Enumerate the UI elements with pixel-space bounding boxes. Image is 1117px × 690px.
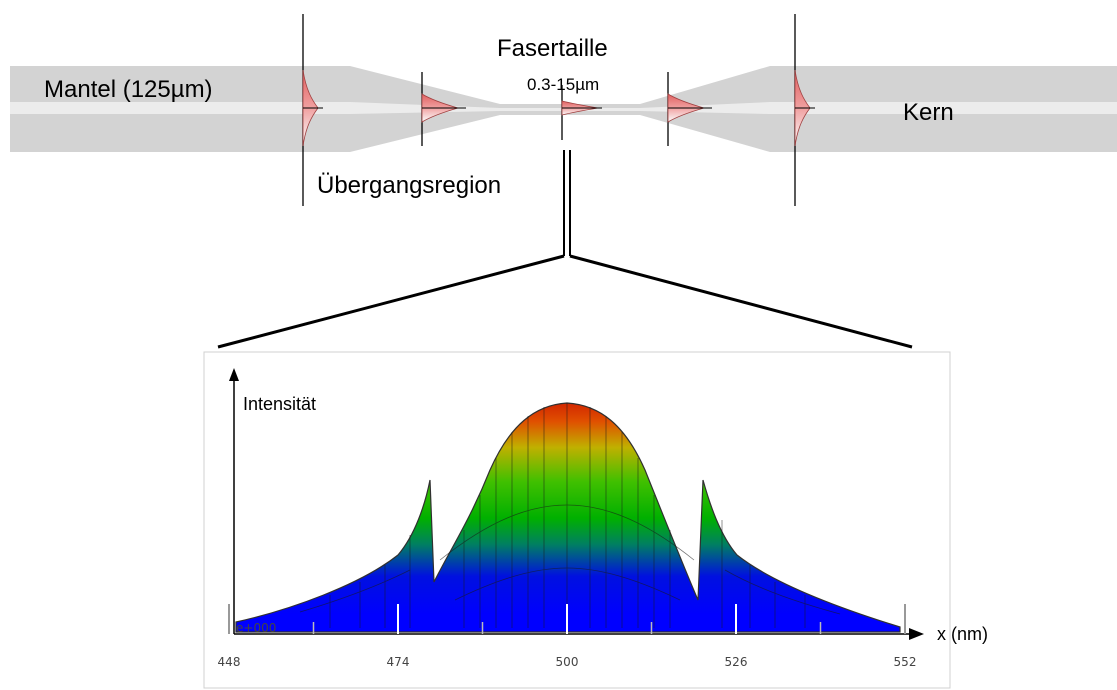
x-tick-label: 500: [556, 655, 579, 669]
y-origin-label: e+000: [236, 621, 276, 635]
zoom-connector: [217, 150, 913, 349]
x-axis-arrowhead: [909, 628, 924, 640]
cladding-label: Mantel (125µm): [44, 76, 213, 103]
x-tick-label: 474: [387, 655, 410, 669]
zoom-line-right: [569, 254, 913, 349]
transition-label: Übergangsregion: [317, 172, 501, 199]
y-axis-label: Intensität: [243, 394, 316, 414]
x-tick-marks: [228, 604, 906, 634]
zoom-line-left: [217, 254, 565, 349]
waist-label: Fasertaille: [497, 35, 608, 62]
core-label: Kern: [903, 99, 954, 126]
x-axis-label: x (nm): [937, 624, 988, 644]
x-tick-labels: 448 474 500 526 552: [218, 655, 917, 669]
x-tick-label: 552: [894, 655, 917, 669]
surface-mesh: [299, 403, 841, 628]
x-tick-label: 448: [218, 655, 241, 669]
x-tick-label: 526: [725, 655, 748, 669]
waist-diameter-label: 0.3-15µm: [527, 75, 599, 94]
intensity-plot: 448 474 500 526 552 e+000 Intensität x (nm): [203, 351, 988, 689]
y-axis-arrowhead: [229, 368, 239, 381]
mode-profiles: [302, 69, 815, 147]
